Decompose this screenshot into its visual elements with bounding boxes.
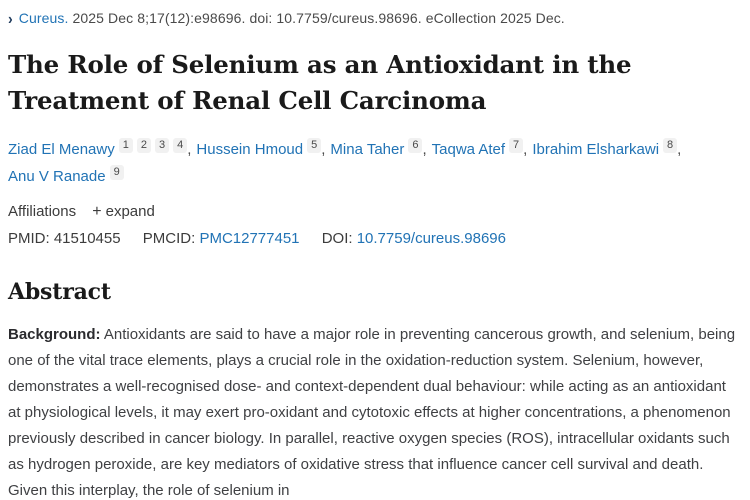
journal-chevron-icon[interactable]: › xyxy=(8,8,13,28)
authors-list: Ziad El Menawy 1 2 3 4, Hussein Hmoud 5, Mina T… xyxy=(8,136,732,190)
author-separator: , xyxy=(422,141,427,158)
pmcid-group: PMCID: PMC12777451 xyxy=(143,230,300,247)
doi-link[interactable]: 10.7759/cureus.98696 xyxy=(356,230,506,247)
page-title: The Role of Selenium as an Antioxidant i… xyxy=(8,50,632,115)
author: Ibrahim Elsharkawi 8, xyxy=(532,136,681,163)
author-affiliation-badge[interactable]: 1 xyxy=(118,138,133,153)
expand-affiliations-button[interactable]: + expand xyxy=(92,203,155,221)
abstract-paragraph: Background: Antioxidants are said to hav… xyxy=(8,322,742,500)
pmid-label: PMID: xyxy=(8,230,50,247)
affiliations-label: Affiliations xyxy=(8,203,77,220)
author-affiliation-badge[interactable]: 5 xyxy=(307,138,322,153)
expand-button-label: expand xyxy=(105,203,155,220)
author-link[interactable]: Anu V Ranade xyxy=(8,168,106,185)
pmid-value: 41510455 xyxy=(53,230,121,247)
author-separator: , xyxy=(187,141,192,158)
doi-group: DOI: 10.7759/cureus.98696 xyxy=(322,230,506,247)
author-separator: , xyxy=(321,141,326,158)
abstract-background-label: Background: xyxy=(8,326,101,343)
author-affiliation-badge[interactable]: 9 xyxy=(109,165,124,180)
author-affiliation-badge[interactable]: 3 xyxy=(154,138,170,153)
pmcid-link[interactable]: PMC12777451 xyxy=(199,230,300,247)
citation-details: 2025 Dec 8;17(12):e98696. doi: 10.7759/c… xyxy=(72,10,565,26)
author-link[interactable]: Ibrahim Elsharkawi xyxy=(532,141,660,158)
affiliations-row: Affiliations + expand xyxy=(8,203,742,221)
author-affiliation-badge[interactable]: 8 xyxy=(663,138,678,153)
author-link[interactable]: Taqwa Atef xyxy=(431,141,506,158)
author-link[interactable]: Ziad El Menawy xyxy=(8,141,115,158)
author-affiliation-badge[interactable]: 7 xyxy=(509,138,524,153)
author: Taqwa Atef 7, xyxy=(431,136,528,163)
author: Mina Taher 6, xyxy=(330,136,427,163)
author-link[interactable]: Hussein Hmoud xyxy=(196,141,304,158)
pmcid-label: PMCID: xyxy=(142,230,196,247)
plus-icon: + xyxy=(92,203,102,220)
pmid-group: PMID: 41510455 xyxy=(8,230,121,247)
abstract-background-text: Antioxidants are said to have a major ro… xyxy=(8,326,736,499)
author-link[interactable]: Mina Taher xyxy=(330,141,405,158)
doi-label: DOI: xyxy=(321,230,353,247)
journal-link[interactable]: Cureus. xyxy=(18,10,69,26)
author-separator: , xyxy=(677,141,682,158)
author: Hussein Hmoud 5, xyxy=(196,136,325,163)
author: Anu V Ranade 9 xyxy=(8,163,124,190)
author-affiliation-badge[interactable]: 4 xyxy=(173,138,188,153)
abstract-heading: Abstract xyxy=(8,279,111,305)
author: Ziad El Menawy 1 2 3 4, xyxy=(8,136,191,163)
article-ids-row: PMID: 41510455 PMCID: PMC12777451 DOI: 1… xyxy=(8,230,742,247)
author-affiliation-badge[interactable]: 6 xyxy=(408,138,423,153)
citation-bar: › Cureus. 2025 Dec 8;17(12):e98696. doi: … xyxy=(8,8,742,28)
author-separator: , xyxy=(523,141,528,158)
author-affiliation-badge[interactable]: 2 xyxy=(136,138,151,153)
